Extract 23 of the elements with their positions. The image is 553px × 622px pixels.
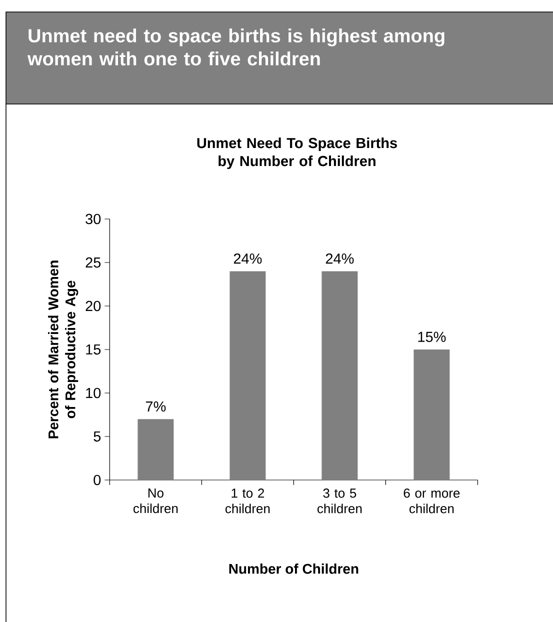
x-axis-title: Number of Children (229, 564, 358, 574)
data-label: 24% (234, 253, 262, 264)
chart-title: Unmet need to space births is highest among women with one to five children (27, 28, 444, 66)
x-tick-label: 3 to 5 children (317, 488, 362, 514)
x-tick-label: No children (133, 488, 178, 514)
bar (414, 350, 450, 480)
data-label: 15% (418, 332, 446, 342)
bar (230, 271, 266, 480)
y-tick-label: 10 (86, 388, 101, 398)
bar (138, 419, 174, 480)
x-tick-label: 6 or more children (404, 488, 460, 514)
y-axis-title: Percent of Married Women of Reproductive Age (48, 260, 78, 438)
bar (322, 271, 358, 480)
y-tick-label: 25 (86, 257, 101, 268)
y-tick-label: 5 (94, 431, 101, 442)
y-tick-label: 20 (86, 300, 101, 312)
chart-subtitle: Unmet Need To Space Births by Number of Children (197, 138, 397, 170)
y-tick-label: 15 (86, 344, 101, 355)
y-tick-label: 30 (86, 214, 101, 224)
data-label: 7% (146, 401, 166, 412)
y-tick-label: 0 (94, 474, 101, 486)
x-tick-label: 1 to 2 children (225, 488, 270, 514)
data-label: 24% (326, 253, 354, 264)
